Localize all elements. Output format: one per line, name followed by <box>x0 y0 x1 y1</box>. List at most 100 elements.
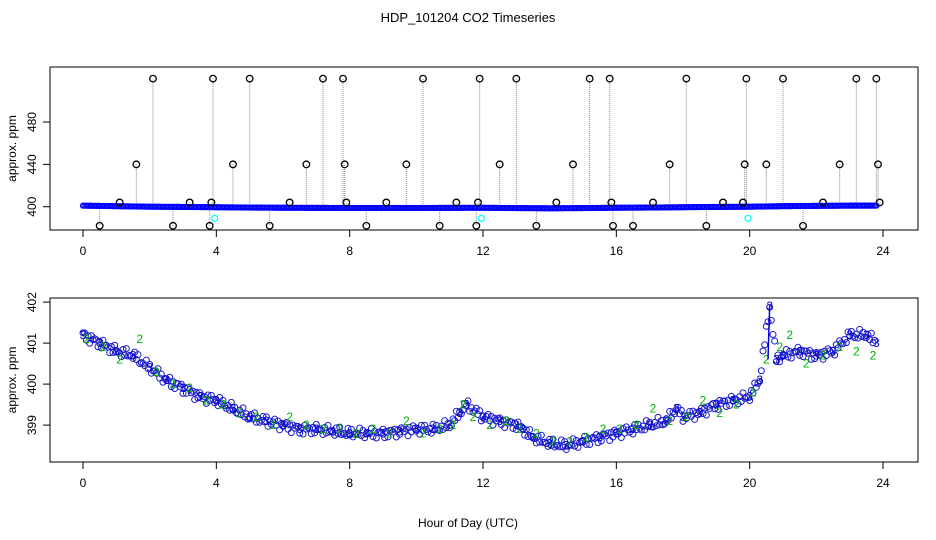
series-3-marker: 3 <box>613 426 620 440</box>
plot-frame <box>49 297 919 463</box>
spike-point <box>742 74 751 83</box>
spike-point <box>435 221 444 230</box>
series-2-marker: 2 <box>550 435 557 449</box>
spike-point <box>609 221 617 230</box>
x-tick-label: 0 <box>80 476 87 490</box>
series-3-marker: 3 <box>480 410 487 424</box>
trace-point <box>797 346 805 354</box>
series-3-marker: 3 <box>580 435 587 449</box>
trace-point <box>362 430 370 438</box>
spike-point <box>149 74 157 83</box>
x-tick-label: 12 <box>476 476 490 490</box>
spike-point <box>474 198 482 207</box>
series-3-marker: 3 <box>596 430 603 444</box>
trace-point <box>536 438 544 446</box>
trace-point <box>184 384 192 392</box>
series-2-marker: 2 <box>100 340 107 354</box>
spike-point <box>245 74 254 83</box>
trace-point <box>592 431 600 439</box>
series-3-marker: 3 <box>346 426 353 440</box>
trace-point <box>261 418 269 426</box>
series-2-marker: 2 <box>83 332 90 346</box>
y-tick-label: 400 <box>25 196 39 216</box>
trace-point <box>134 351 142 359</box>
trace-point <box>786 347 794 355</box>
trace-point <box>437 422 445 430</box>
series-2-marker: 2 <box>420 426 427 440</box>
spike-point <box>739 198 747 207</box>
trace-point <box>772 357 780 365</box>
trace-point <box>562 446 570 454</box>
trace-point <box>457 410 465 418</box>
series-3-marker: 3 <box>796 344 803 358</box>
trace-point <box>487 412 495 420</box>
trace-point <box>324 421 332 429</box>
series-3-marker: 3 <box>380 426 387 440</box>
trace-point <box>347 425 355 433</box>
x-tick-label: 24 <box>876 244 890 258</box>
series-3-marker: 3 <box>463 398 470 412</box>
trace-point <box>129 354 137 362</box>
spike-point <box>835 160 844 169</box>
trace-point <box>526 426 534 434</box>
series-2-marker: 2 <box>820 348 827 362</box>
x-tick-label: 8 <box>346 476 353 490</box>
trace-point <box>586 440 594 448</box>
trace-point <box>394 426 402 434</box>
trace-point <box>396 430 404 438</box>
trace-point <box>564 442 572 450</box>
series-2-marker: 2 <box>750 385 757 399</box>
spike-point <box>132 160 141 169</box>
trace-point <box>256 418 264 426</box>
x-tick-label: 8 <box>346 244 353 258</box>
series-2-marker: 2 <box>270 418 277 432</box>
spike-point <box>285 198 294 207</box>
series-3-marker: 3 <box>396 424 403 438</box>
trace-point <box>207 391 215 399</box>
spike-point <box>585 74 594 83</box>
x-axis-label: Hour of Day (UTC) <box>418 516 518 530</box>
series-2-marker: 2 <box>186 381 193 395</box>
series-2-marker: 2 <box>320 422 327 436</box>
series-3-marker: 3 <box>773 353 780 367</box>
trace-point <box>701 404 709 412</box>
series-2-marker: 2 <box>870 348 877 362</box>
trace-point <box>597 437 605 445</box>
trace-point <box>109 349 117 357</box>
trace-point <box>776 358 784 366</box>
trace-point <box>341 430 349 438</box>
trace-point <box>302 425 310 433</box>
series-3-marker: 3 <box>180 381 187 395</box>
trace-point <box>576 438 584 446</box>
series-3-marker: 3 <box>546 437 553 451</box>
series-2-marker: 2 <box>303 418 310 432</box>
trace-point <box>617 434 625 442</box>
trace-point <box>789 349 797 357</box>
series-2-marker: 2 <box>436 422 443 436</box>
x-tick-label: 20 <box>743 244 757 258</box>
cyan-point <box>211 214 219 222</box>
trace-point <box>814 349 822 357</box>
trace-point <box>532 439 540 447</box>
trace-point <box>557 436 565 444</box>
spike-point <box>872 74 881 83</box>
trace-point <box>569 435 577 443</box>
spike-point <box>319 74 327 83</box>
trace-point <box>459 406 467 414</box>
spike-point <box>665 160 674 169</box>
trace-point <box>199 395 207 403</box>
trace-point <box>629 430 637 438</box>
series-3-marker: 3 <box>830 344 837 358</box>
spike-point <box>229 160 237 169</box>
series-3-marker: 3 <box>280 418 287 432</box>
trace-point <box>189 387 197 395</box>
trace-point <box>824 345 832 353</box>
series-2-marker: 2 <box>116 353 123 367</box>
series-3-marker: 3 <box>863 328 870 342</box>
cyan-point <box>477 214 485 222</box>
cyan-point <box>744 214 752 222</box>
trace-point <box>574 443 582 451</box>
trace-point <box>227 398 235 406</box>
trace-point <box>871 336 879 344</box>
